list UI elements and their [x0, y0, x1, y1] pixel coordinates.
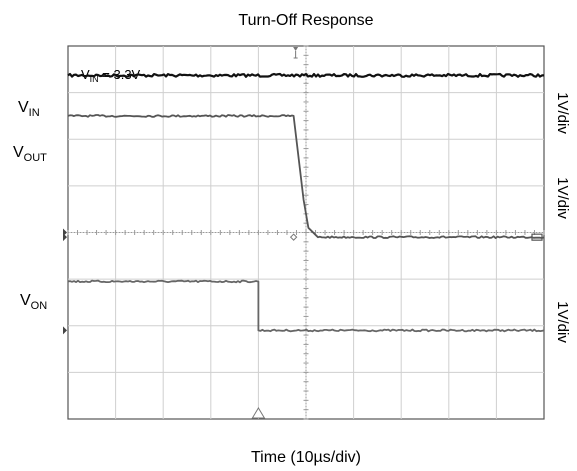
vout-end-marker	[531, 233, 543, 241]
chart-title: Turn-Off Response	[238, 12, 373, 29]
traces	[67, 72, 545, 333]
vout-scale-label: 1V/div	[554, 177, 571, 219]
vout-level-marker	[63, 233, 67, 242]
x-axis-label: Time (10µs/div)	[251, 449, 361, 466]
vin-label: VIN	[18, 99, 40, 119]
grid	[67, 45, 545, 420]
trigger-top-marker	[293, 47, 299, 51]
von-ground-marker	[63, 326, 67, 335]
trigger-level-marker	[289, 233, 298, 241]
von-trace	[67, 279, 545, 333]
von-label: VON	[20, 292, 47, 312]
vin-trace	[67, 72, 544, 78]
markers	[63, 47, 543, 419]
von-scale-label: 1V/div	[554, 301, 571, 343]
trigger-position-marker	[251, 407, 266, 419]
vout-trace	[67, 114, 545, 239]
vout-label: VOUT	[13, 144, 47, 164]
vin-scale-label: 1V/div	[554, 92, 571, 134]
vin-annotation: VIN = 3.3V	[81, 67, 141, 84]
